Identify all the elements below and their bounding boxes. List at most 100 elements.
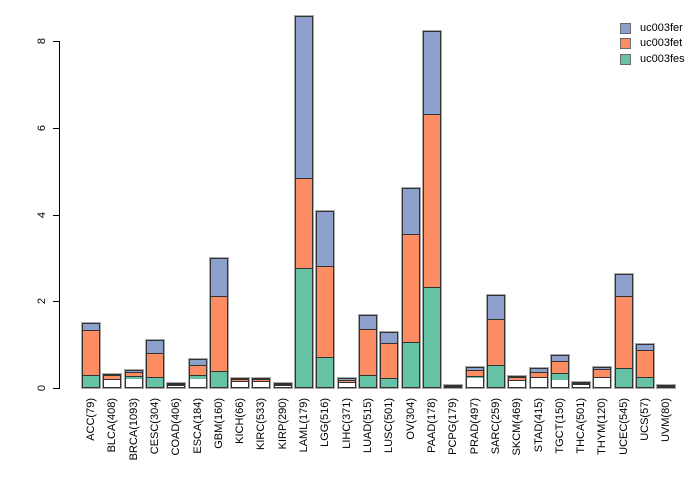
bar-blca bbox=[102, 372, 123, 390]
bar-segment-uc003fes bbox=[83, 375, 99, 387]
x-axis-label-laml: LAML(179) bbox=[298, 398, 311, 453]
legend-label: uc003fes bbox=[640, 52, 685, 65]
bar-pcpg bbox=[443, 384, 464, 389]
bar-segment-uc003fet bbox=[296, 177, 313, 268]
legend-item-uc003fes: uc003fes bbox=[620, 52, 685, 65]
x-axis-label-gbm: GBM(160) bbox=[212, 398, 225, 449]
bar-segment-uc003fet bbox=[232, 378, 249, 381]
y-axis-tick-label: 8 bbox=[36, 38, 48, 45]
bar-lihc bbox=[336, 377, 357, 389]
bar-segment-uc003fer bbox=[83, 323, 99, 330]
bar-segment-uc003fes bbox=[317, 357, 334, 387]
bar-segment-uc003fer bbox=[466, 368, 483, 370]
bar-ucs bbox=[635, 343, 656, 389]
y-axis-tick-label: 4 bbox=[36, 211, 48, 218]
legend: uc003fer uc003fet uc003fes bbox=[620, 21, 685, 70]
bar-sarc bbox=[485, 294, 506, 389]
bar-thca bbox=[571, 380, 592, 389]
bar-segment-uc003fer bbox=[637, 345, 654, 350]
bar-segment-uc003fet bbox=[530, 372, 547, 377]
bar-lusc bbox=[379, 330, 400, 389]
bar-segment-uc003fet bbox=[402, 233, 419, 342]
bar-stad bbox=[528, 367, 549, 389]
bar-kich bbox=[230, 376, 251, 390]
bar-coad bbox=[166, 381, 187, 390]
bar-segment-uc003fet bbox=[125, 371, 142, 377]
legend-swatch-uc003fer bbox=[620, 22, 631, 34]
bar-segment-uc003fet bbox=[573, 382, 590, 385]
bar-segment-uc003fes bbox=[274, 384, 291, 386]
bar-ucec bbox=[613, 272, 634, 389]
x-axis-label-coad: COAD(406) bbox=[170, 398, 183, 456]
bar-segment-uc003fes bbox=[296, 267, 313, 387]
bar-segment-uc003fer bbox=[296, 16, 313, 178]
bar-segment-uc003fet bbox=[146, 352, 163, 377]
y-axis-tick bbox=[53, 214, 59, 216]
x-axis-label-ucs: UCS(57) bbox=[639, 398, 652, 441]
bar-uvm bbox=[656, 383, 677, 389]
bar-segment-uc003fes bbox=[253, 381, 270, 383]
x-axis-label-blca: BLCA(408) bbox=[106, 398, 119, 453]
bar-segment-uc003fet bbox=[445, 386, 462, 388]
bar-segment-uc003fet bbox=[423, 113, 440, 287]
y-axis-tick bbox=[53, 127, 59, 129]
bar-cesc bbox=[144, 338, 165, 389]
bar-segment-uc003fes bbox=[466, 376, 483, 379]
bar-segment-uc003fer bbox=[125, 370, 142, 372]
legend-label: uc003fer bbox=[640, 21, 683, 34]
y-axis-tick bbox=[53, 388, 59, 389]
x-axis-label-kirp: KIRP(290) bbox=[276, 398, 289, 450]
bar-thym bbox=[592, 365, 613, 389]
bar-segment-uc003fer bbox=[146, 340, 163, 353]
bar-segment-uc003fet bbox=[466, 369, 483, 377]
x-axis-label-sarc: SARC(259) bbox=[489, 398, 502, 455]
bar-segment-uc003fet bbox=[210, 295, 227, 372]
bar-segment-uc003fer bbox=[530, 369, 547, 373]
x-axis-label-tgct: TGCT(150) bbox=[553, 398, 566, 454]
x-axis-label-lihc: LIHC(371) bbox=[340, 398, 353, 449]
bar-segment-uc003fer bbox=[210, 259, 227, 296]
x-axis-label-uvm: UVM(80) bbox=[660, 398, 673, 443]
bar-segment-uc003fes bbox=[189, 375, 206, 379]
x-axis-label-luad: LUAD(515) bbox=[362, 398, 375, 454]
bar-acc bbox=[81, 321, 101, 389]
bar-segment-uc003fes bbox=[210, 371, 227, 387]
bar-skcm bbox=[507, 374, 528, 389]
x-axis-label-thca: THCA(501) bbox=[575, 398, 588, 454]
bar-segment-uc003fes bbox=[146, 376, 163, 387]
bar-segment-uc003fet bbox=[637, 349, 654, 377]
bar-segment-uc003fet bbox=[317, 265, 334, 358]
bar-segment-uc003fet bbox=[487, 319, 504, 365]
bar-esca bbox=[187, 358, 208, 389]
bar-segment-uc003fer bbox=[423, 32, 440, 114]
bar-gbm bbox=[208, 257, 229, 389]
bar-segment-uc003fes bbox=[125, 376, 142, 379]
x-axis-label-brca: BRCA(1093) bbox=[127, 398, 140, 461]
bar-segment-uc003fes bbox=[338, 381, 355, 383]
bar-segment-uc003fes bbox=[530, 376, 547, 379]
bar-kirc bbox=[251, 377, 272, 389]
bar-segment-uc003fet bbox=[360, 329, 377, 376]
bar-segment-uc003fer bbox=[551, 356, 568, 362]
y-axis-tick-label: 2 bbox=[36, 298, 48, 305]
bar-segment-uc003fet bbox=[189, 365, 206, 376]
y-axis-tick bbox=[53, 301, 59, 303]
x-axis-label-paad: PAAD(178) bbox=[425, 398, 438, 453]
bar-segment-uc003fet bbox=[274, 383, 291, 385]
bar-segment-uc003fet bbox=[168, 383, 185, 385]
bar-segment-uc003fes bbox=[360, 375, 377, 387]
bar-segment-uc003fes bbox=[168, 384, 185, 386]
bar-segment-uc003fes bbox=[551, 372, 568, 381]
bar-segment-uc003fes bbox=[104, 378, 121, 381]
legend-item-uc003fer: uc003fer bbox=[620, 21, 685, 34]
bar-segment-uc003fes bbox=[381, 377, 398, 387]
x-axis-label-skcm: SKCM(469) bbox=[511, 398, 524, 456]
legend-item-uc003fet: uc003fet bbox=[620, 37, 685, 49]
x-axis-label-lusc: LUSC(501) bbox=[383, 398, 396, 454]
bar-brca bbox=[123, 368, 144, 389]
bar-segment-uc003fet bbox=[83, 329, 99, 376]
bar-segment-uc003fet bbox=[338, 379, 355, 382]
bar-segment-uc003fes bbox=[509, 379, 526, 382]
legend-label: uc003fet bbox=[640, 37, 683, 49]
